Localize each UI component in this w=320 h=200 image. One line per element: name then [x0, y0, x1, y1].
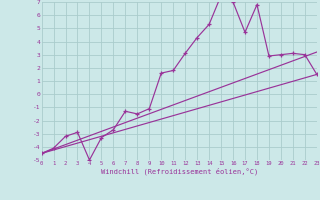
X-axis label: Windchill (Refroidissement éolien,°C): Windchill (Refroidissement éolien,°C): [100, 168, 258, 175]
